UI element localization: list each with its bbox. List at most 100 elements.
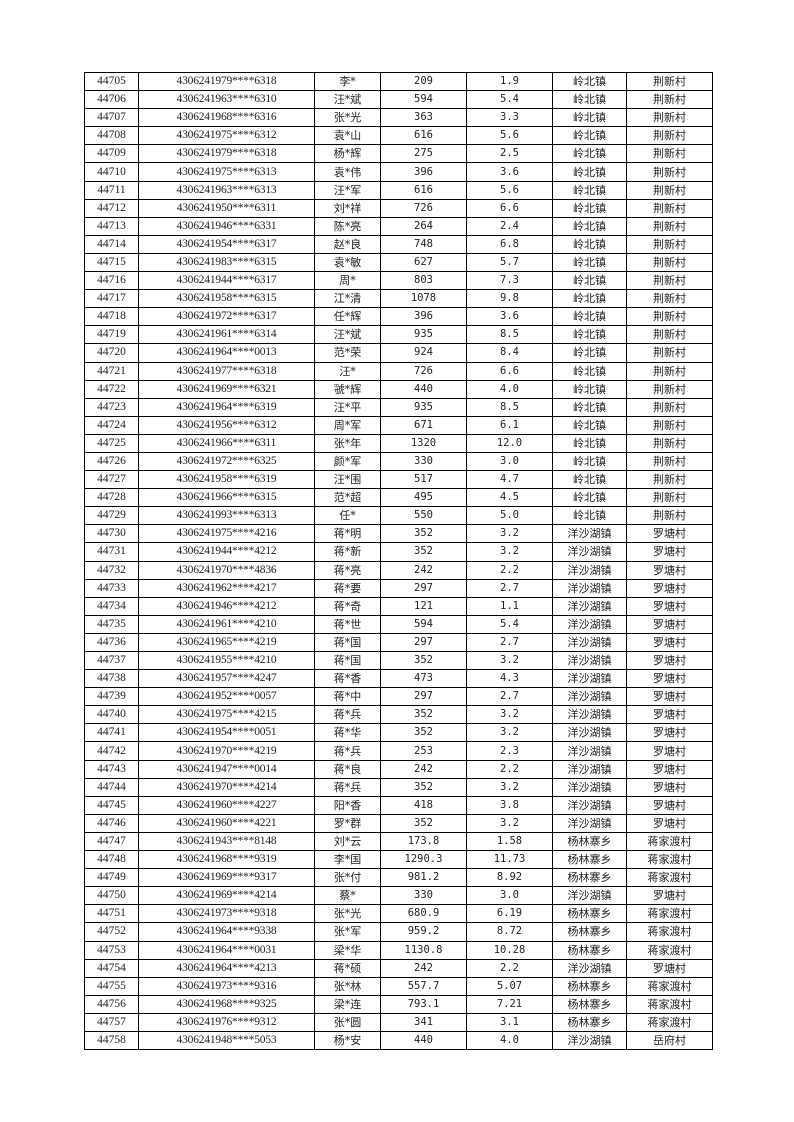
serial-number-cell: 44756 — [84, 994, 139, 1014]
village-cell: 荆新村 — [626, 108, 713, 128]
village-cell: 蒋家渡村 — [626, 831, 713, 852]
table-row: 44717 4306241958****6315 江*清 1078 9.8 岭北镇 荆新村 — [84, 289, 713, 309]
quantity-cell: 6.6 — [466, 198, 553, 218]
village-cell: 蒋家渡村 — [626, 922, 713, 942]
id-number-cell: 4306241968****6316 — [138, 108, 315, 128]
quantity-cell: 1.58 — [466, 831, 553, 852]
table-row: 44756 4306241968****9325 梁*连 793.1 7.21 杨林寨乡蒋… — [84, 994, 713, 1014]
table-body: 44705 4306241979****6318 李* 209 1.9 岭北镇 荆新村 447… — [84, 71, 713, 1051]
amount-cell: 173.8 — [380, 831, 467, 852]
name-cell: 汪*军 — [314, 180, 381, 200]
township-cell: 洋沙湖镇 — [552, 795, 627, 815]
township-cell: 岭北镇 — [552, 379, 627, 399]
serial-number-cell: 44743 — [84, 759, 139, 779]
quantity-cell: 4.5 — [466, 488, 553, 508]
township-cell: 岭北镇 — [552, 108, 627, 128]
quantity-cell: 3.6 — [466, 162, 553, 182]
village-cell: 罗塘村 — [626, 687, 713, 707]
quantity-cell: 4.3 — [466, 669, 553, 689]
village-cell: 罗塘村 — [626, 741, 713, 761]
id-number-cell: 4306241973****9318 — [138, 904, 315, 924]
table-row: 44746 4306241960****4221 罗*群 352 3.2 洋沙湖镇 罗塘村 — [84, 813, 713, 833]
table-row: 44737 4306241955****4210 蒋*国 352 3.2 洋沙湖镇 罗塘村 — [84, 650, 713, 671]
amount-cell: 352 — [380, 723, 467, 743]
serial-number-cell: 44717 — [84, 289, 139, 309]
id-number-cell: 4306241955****4210 — [138, 650, 315, 671]
name-cell: 杨*安 — [314, 1030, 381, 1051]
id-number-cell: 4306241993****6313 — [138, 506, 315, 526]
name-cell: 蔡* — [314, 886, 381, 906]
amount-cell: 1130.8 — [380, 940, 467, 960]
quantity-cell: 2.2 — [466, 759, 553, 779]
amount-cell: 121 — [380, 596, 467, 616]
id-number-cell: 4306241970****4214 — [138, 777, 315, 797]
amount-cell: 253 — [380, 741, 467, 761]
quantity-cell: 8.72 — [466, 922, 553, 942]
serial-number-cell: 44746 — [84, 813, 139, 833]
serial-number-cell: 44732 — [84, 560, 139, 580]
serial-number-cell: 44722 — [84, 379, 139, 399]
name-cell: 张*军 — [314, 922, 381, 942]
township-cell: 岭北镇 — [552, 470, 627, 490]
table-row: 44742 4306241970****4219 蒋*兵 253 2.3 洋沙湖镇 罗塘村 — [84, 741, 713, 761]
amount-cell: 242 — [380, 759, 467, 779]
quantity-cell: 4.0 — [466, 1030, 553, 1051]
township-cell: 杨林寨乡 — [552, 1012, 627, 1032]
serial-number-cell: 44709 — [84, 144, 139, 164]
village-cell: 荆新村 — [626, 506, 713, 526]
quantity-cell: 3.6 — [466, 307, 553, 327]
id-number-cell: 4306241961****6314 — [138, 325, 315, 345]
table-row: 44735 4306241961****4210 蒋*世 594 5.4 洋沙湖镇 罗塘村 — [84, 614, 713, 634]
id-number-cell: 4306241964****0013 — [138, 343, 315, 363]
quantity-cell: 2.7 — [466, 687, 553, 707]
table-row: 44730 4306241975****4216 蒋*明 352 3.2 洋沙湖镇 罗塘村 — [84, 524, 713, 544]
id-number-cell: 4306241969****6321 — [138, 379, 315, 399]
serial-number-cell: 44708 — [84, 126, 139, 146]
id-number-cell: 4306241983****6315 — [138, 252, 315, 273]
name-cell: 梁*连 — [314, 994, 381, 1014]
village-cell: 罗塘村 — [626, 614, 713, 634]
quantity-cell: 3.3 — [466, 108, 553, 128]
quantity-cell: 3.0 — [466, 886, 553, 906]
name-cell: 阳*香 — [314, 795, 381, 815]
id-number-cell: 4306241970****4219 — [138, 741, 315, 761]
name-cell: 范*荣 — [314, 343, 381, 363]
table-row: 44743 4306241947****0014 蒋*良 242 2.2 洋沙湖镇 罗塘村 — [84, 759, 713, 779]
quantity-cell: 12.0 — [466, 433, 553, 453]
amount-cell: 981.2 — [380, 868, 467, 888]
amount-cell: 352 — [380, 650, 467, 671]
township-cell: 杨林寨乡 — [552, 976, 627, 996]
amount-cell: 341 — [380, 1012, 467, 1032]
id-number-cell: 4306241946****4212 — [138, 596, 315, 616]
serial-number-cell: 44720 — [84, 343, 139, 363]
village-cell: 蒋家渡村 — [626, 904, 713, 924]
table-row: 44745 4306241960****4227 阳*香 418 3.8 洋沙湖镇 罗塘村 — [84, 795, 713, 815]
serial-number-cell: 44753 — [84, 940, 139, 960]
table-row: 44755 4306241973****9316 张*林 557.7 5.07 杨林寨乡蒋… — [84, 976, 713, 996]
name-cell: 蒋*世 — [314, 614, 381, 634]
serial-number-cell: 44714 — [84, 234, 139, 254]
table-row: 44741 4306241954****0051 蒋*华 352 3.2 洋沙湖镇 罗塘村 — [84, 723, 713, 743]
id-number-cell: 4306241960****4227 — [138, 795, 315, 815]
serial-number-cell: 44748 — [84, 850, 139, 870]
township-cell: 岭北镇 — [552, 144, 627, 164]
table-row: 44712 4306241950****6311 刘*祥 726 6.6 岭北镇 荆新村 — [84, 198, 713, 218]
township-cell: 岭北镇 — [552, 271, 627, 291]
village-cell: 荆新村 — [626, 144, 713, 164]
township-cell: 杨林寨乡 — [552, 850, 627, 870]
serial-number-cell: 44711 — [84, 180, 139, 200]
serial-number-cell: 44713 — [84, 216, 139, 236]
name-cell: 陈*亮 — [314, 216, 381, 236]
id-number-cell: 4306241973****9316 — [138, 976, 315, 996]
name-cell: 蒋*良 — [314, 759, 381, 779]
village-cell: 荆新村 — [626, 252, 713, 273]
township-cell: 岭北镇 — [552, 180, 627, 200]
serial-number-cell: 44757 — [84, 1012, 139, 1032]
amount-cell: 264 — [380, 216, 467, 236]
amount-cell: 352 — [380, 705, 467, 725]
id-number-cell: 4306241975****4215 — [138, 705, 315, 725]
quantity-cell: 5.6 — [466, 180, 553, 200]
id-number-cell: 4306241944****4212 — [138, 542, 315, 562]
id-number-cell: 4306241976****9312 — [138, 1012, 315, 1032]
table-row: 44744 4306241970****4214 蒋*兵 352 3.2 洋沙湖镇 罗塘村 — [84, 777, 713, 797]
